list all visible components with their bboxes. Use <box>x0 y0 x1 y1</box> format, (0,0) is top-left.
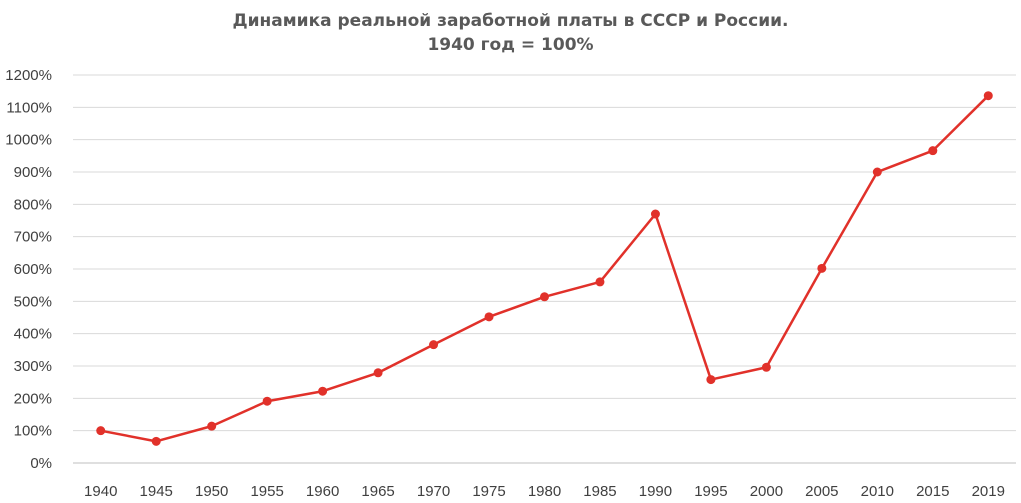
x-tick-label: 1940 <box>84 483 117 500</box>
data-point <box>207 421 217 431</box>
x-tick-label: 1975 <box>472 483 505 500</box>
x-tick-label: 1980 <box>528 483 561 500</box>
x-tick-label: 1945 <box>140 483 173 500</box>
y-tick-label: 1100% <box>6 99 52 116</box>
y-tick-label: 500% <box>14 293 52 310</box>
x-tick-label: 1995 <box>694 483 727 500</box>
data-point <box>983 91 993 101</box>
chart-title: Динамика реальной заработной платы в ССС… <box>232 11 789 31</box>
x-tick-label: 2019 <box>972 483 1005 500</box>
x-tick-label: 1950 <box>195 483 228 500</box>
data-point <box>928 146 938 156</box>
y-tick-label: 200% <box>14 390 52 407</box>
data-point <box>761 362 771 372</box>
data-point <box>817 263 827 273</box>
y-tick-label: 600% <box>14 261 52 278</box>
chart-subtitle: 1940 год = 100% <box>427 35 594 55</box>
data-point <box>373 368 383 378</box>
x-tick-label: 2005 <box>805 483 838 500</box>
data-point <box>262 396 272 406</box>
y-tick-label: 1000% <box>5 132 52 149</box>
x-tick-label: 2010 <box>861 483 894 500</box>
data-point <box>706 375 716 385</box>
data-point <box>540 292 549 302</box>
y-tick-label: 1200% <box>5 67 52 84</box>
x-tick-label: 1970 <box>417 483 450 500</box>
y-tick-label: 0% <box>30 455 52 472</box>
y-tick-label: 100% <box>14 423 52 440</box>
x-tick-label: 2000 <box>750 483 783 500</box>
y-tick-label: 400% <box>14 326 52 343</box>
x-tick-label: 1990 <box>639 483 672 500</box>
x-tick-label: 1960 <box>306 483 339 500</box>
y-tick-label: 700% <box>14 229 52 246</box>
data-point <box>96 426 106 436</box>
y-tick-label: 300% <box>14 358 52 375</box>
data-point <box>151 436 161 446</box>
data-point <box>872 167 882 177</box>
y-tick-label: 800% <box>14 196 52 213</box>
x-tick-label: 1955 <box>250 483 283 500</box>
data-point <box>318 386 328 396</box>
x-tick-label: 1985 <box>583 483 616 500</box>
data-point <box>650 209 660 219</box>
data-point <box>484 312 494 322</box>
data-point <box>429 340 439 350</box>
x-tick-label: 1965 <box>361 483 394 500</box>
data-point <box>595 277 605 287</box>
y-tick-label: 900% <box>14 164 52 181</box>
x-tick-label: 2015 <box>916 483 949 500</box>
